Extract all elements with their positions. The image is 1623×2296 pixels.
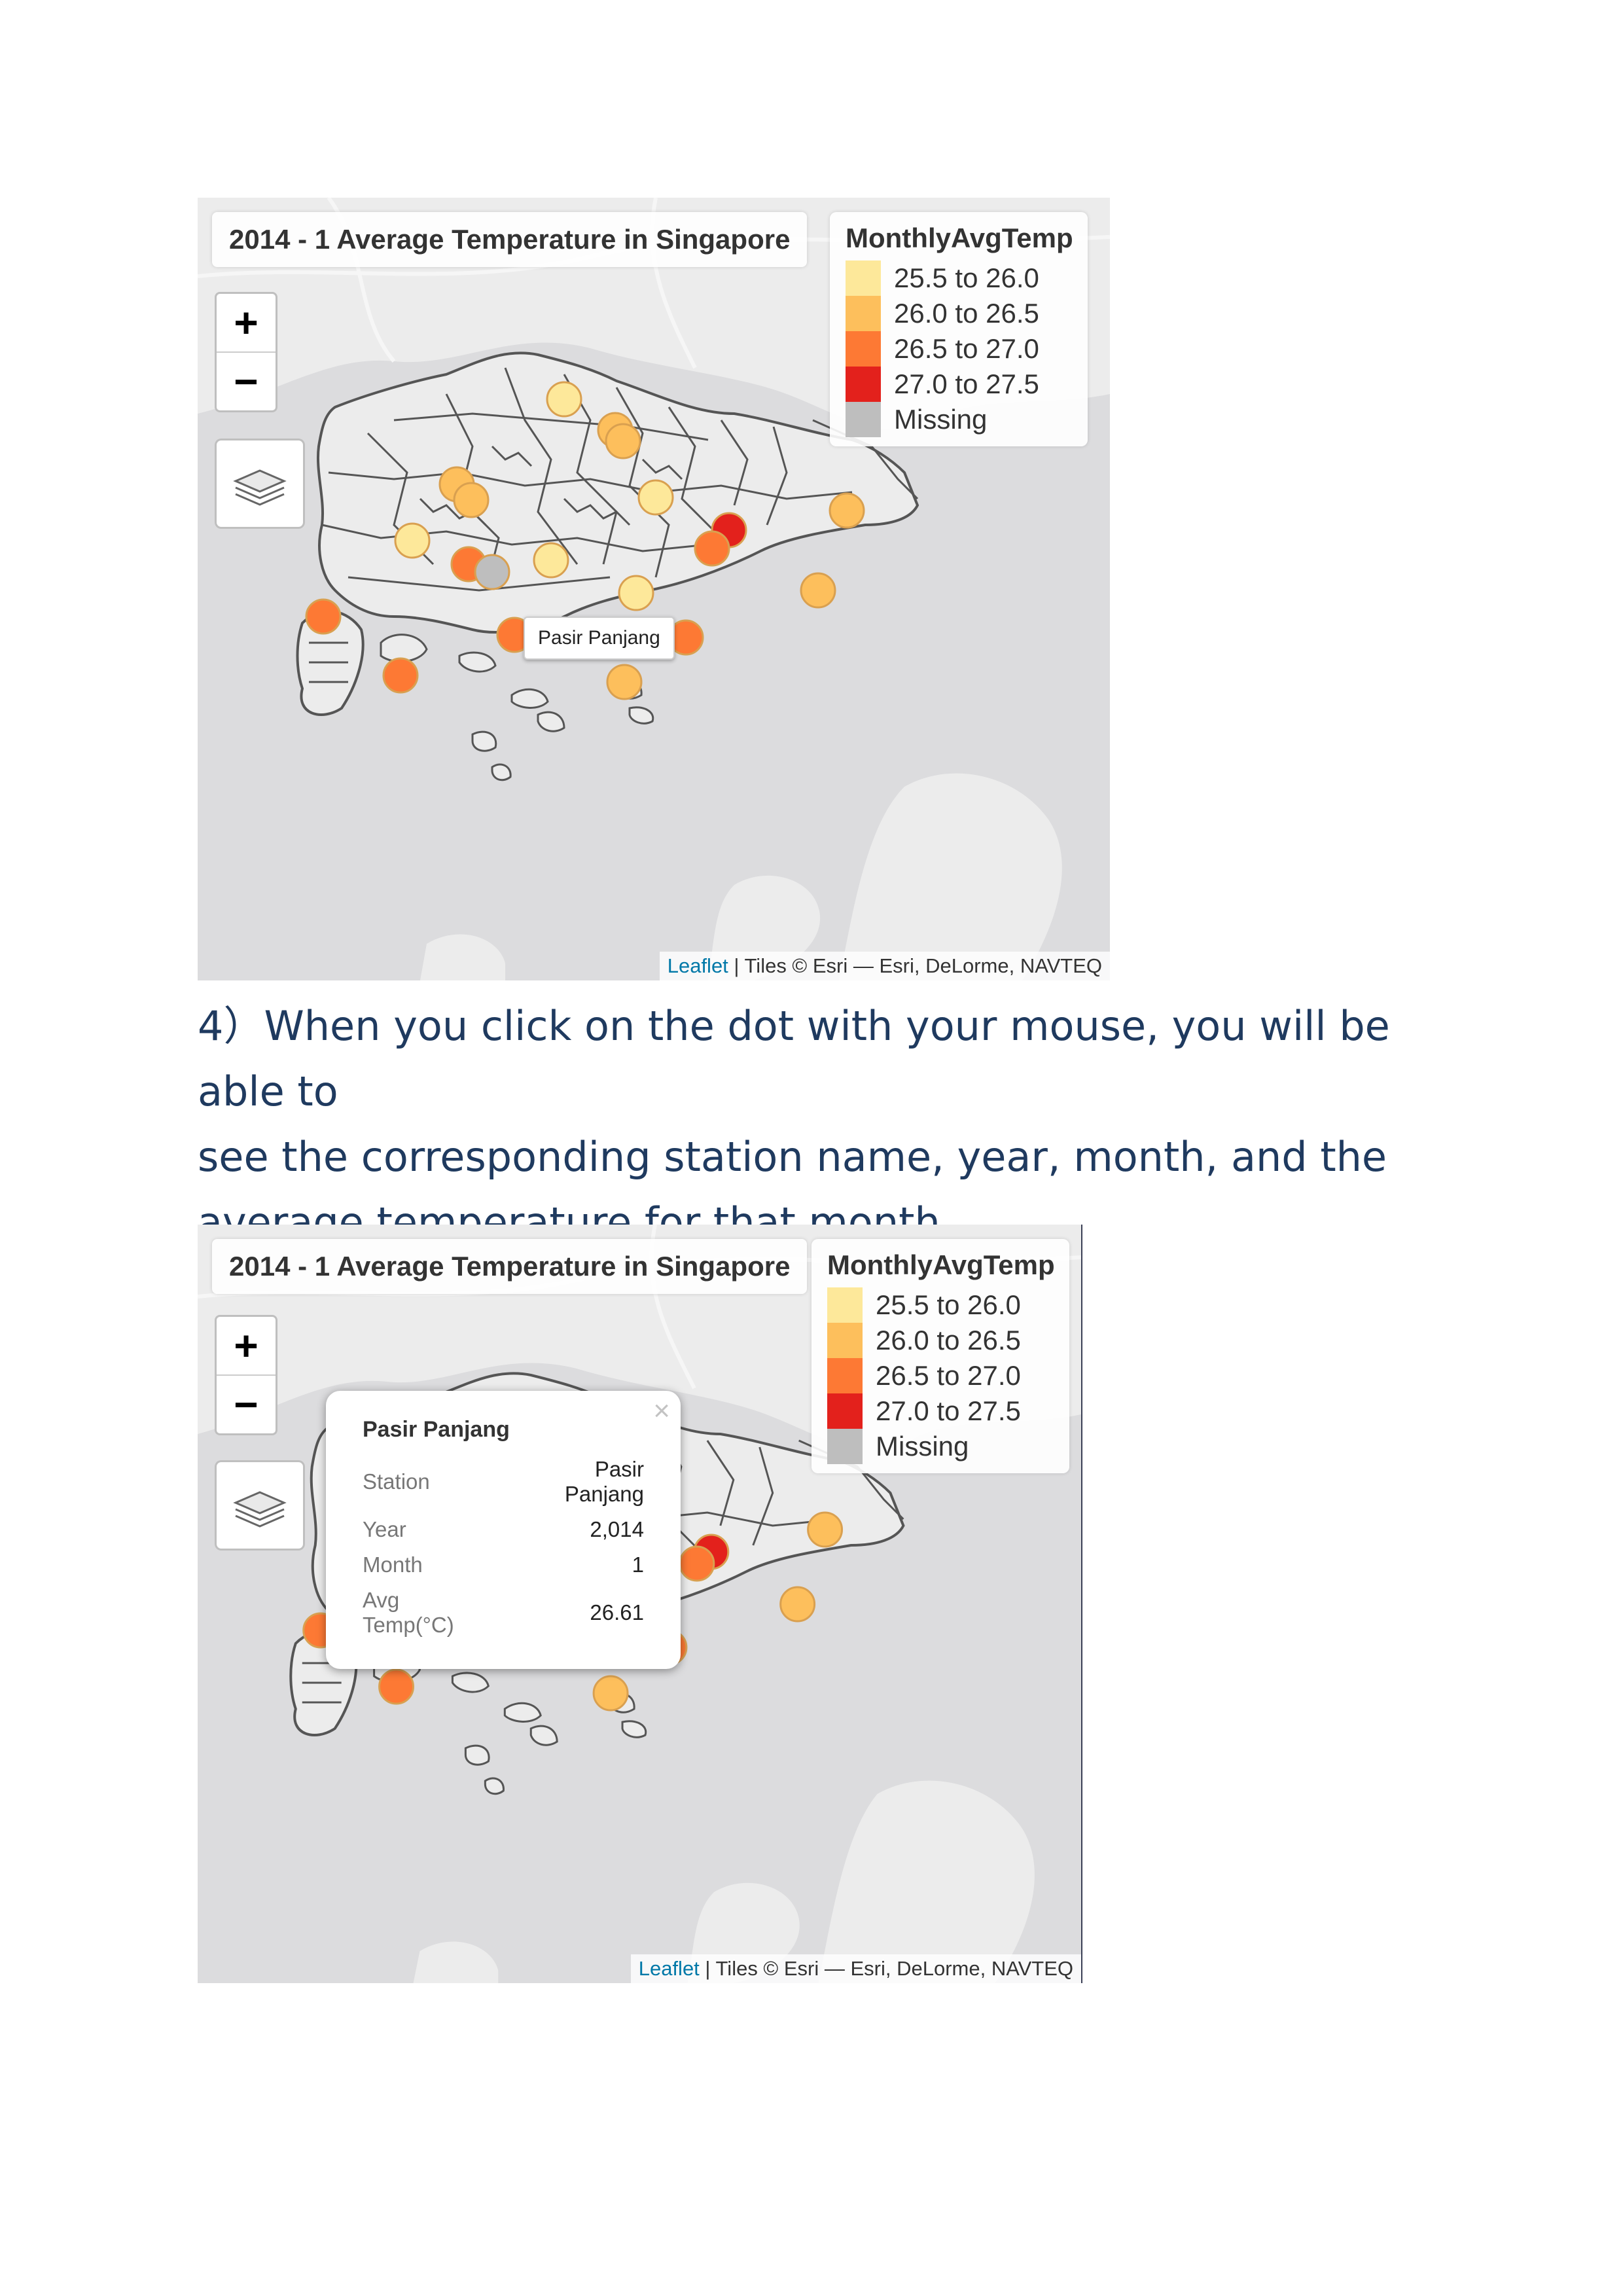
layers-icon (233, 469, 287, 506)
legend-item: Missing (827, 1429, 1055, 1464)
leaflet-link[interactable]: Leaflet (638, 1957, 700, 1980)
map-legend: MonthlyAvgTemp 25.5 to 26.0 26.0 to 26.5… (830, 212, 1088, 446)
zoom-in-button[interactable]: + (234, 299, 259, 346)
map-title: 2014 - 1 Average Temperature in Singapor… (212, 1239, 808, 1294)
zoom-control: + − (215, 292, 277, 412)
paragraph-line: 4）When you click on the dot with your mo… (198, 1002, 1390, 1115)
popup-table: Station Pasir Panjang Year 2,014 Month 1 Av… (363, 1452, 644, 1643)
layers-button[interactable] (215, 1460, 305, 1551)
legend-item: Missing (846, 402, 1073, 437)
legend-item: 26.5 to 27.0 (846, 331, 1073, 367)
layers-icon (233, 1491, 287, 1528)
legend-item: 26.0 to 26.5 (846, 296, 1073, 331)
map-attribution: Leaflet | Tiles © Esri — Esri, DeLorme, … (630, 1954, 1081, 1983)
leaflet-link[interactable]: Leaflet (667, 954, 728, 977)
table-row: Month 1 (363, 1552, 644, 1577)
instruction-paragraph: 4）When you click on the dot with your mo… (198, 994, 1441, 1255)
zoom-in-button[interactable]: + (234, 1322, 259, 1369)
map-attribution: Leaflet | Tiles © Esri — Esri, DeLorme, … (659, 952, 1110, 980)
table-row: Year 2,014 (363, 1517, 644, 1541)
map-1[interactable]: 2014 - 1 Average Temperature in Singapor… (198, 198, 1110, 980)
zoom-control: + − (215, 1315, 277, 1435)
zoom-out-button[interactable]: − (217, 351, 276, 410)
legend-item: 26.0 to 26.5 (827, 1323, 1055, 1358)
map-2[interactable]: 2014 - 1 Average Temperature in Singapor… (198, 1225, 1082, 1983)
legend-item: 27.0 to 27.5 (827, 1393, 1055, 1429)
paragraph-line: see the corresponding station name, year… (198, 1133, 1387, 1181)
station-popup: × Pasir Panjang Station Pasir Panjang Yea… (326, 1391, 681, 1693)
legend-title: MonthlyAvgTemp (846, 223, 1073, 253)
table-row: Avg Temp(°C) 26.61 (363, 1588, 644, 1637)
zoom-out-button[interactable]: − (217, 1374, 276, 1433)
layers-button[interactable] (215, 439, 305, 529)
legend-title: MonthlyAvgTemp (827, 1249, 1055, 1280)
popup-title: Pasir Panjang (363, 1417, 510, 1442)
map-title: 2014 - 1 Average Temperature in Singapor… (212, 212, 808, 267)
legend-item: 27.0 to 27.5 (846, 367, 1073, 402)
table-row: Station Pasir Panjang (363, 1457, 644, 1506)
close-icon[interactable]: × (653, 1395, 670, 1427)
legend-item: 25.5 to 26.0 (827, 1287, 1055, 1323)
map-legend: MonthlyAvgTemp 25.5 to 26.0 26.0 to 26.5… (812, 1239, 1069, 1473)
station-tooltip: Pasir Panjang (524, 617, 675, 660)
legend-item: 25.5 to 26.0 (846, 260, 1073, 296)
legend-item: 26.5 to 27.0 (827, 1358, 1055, 1393)
